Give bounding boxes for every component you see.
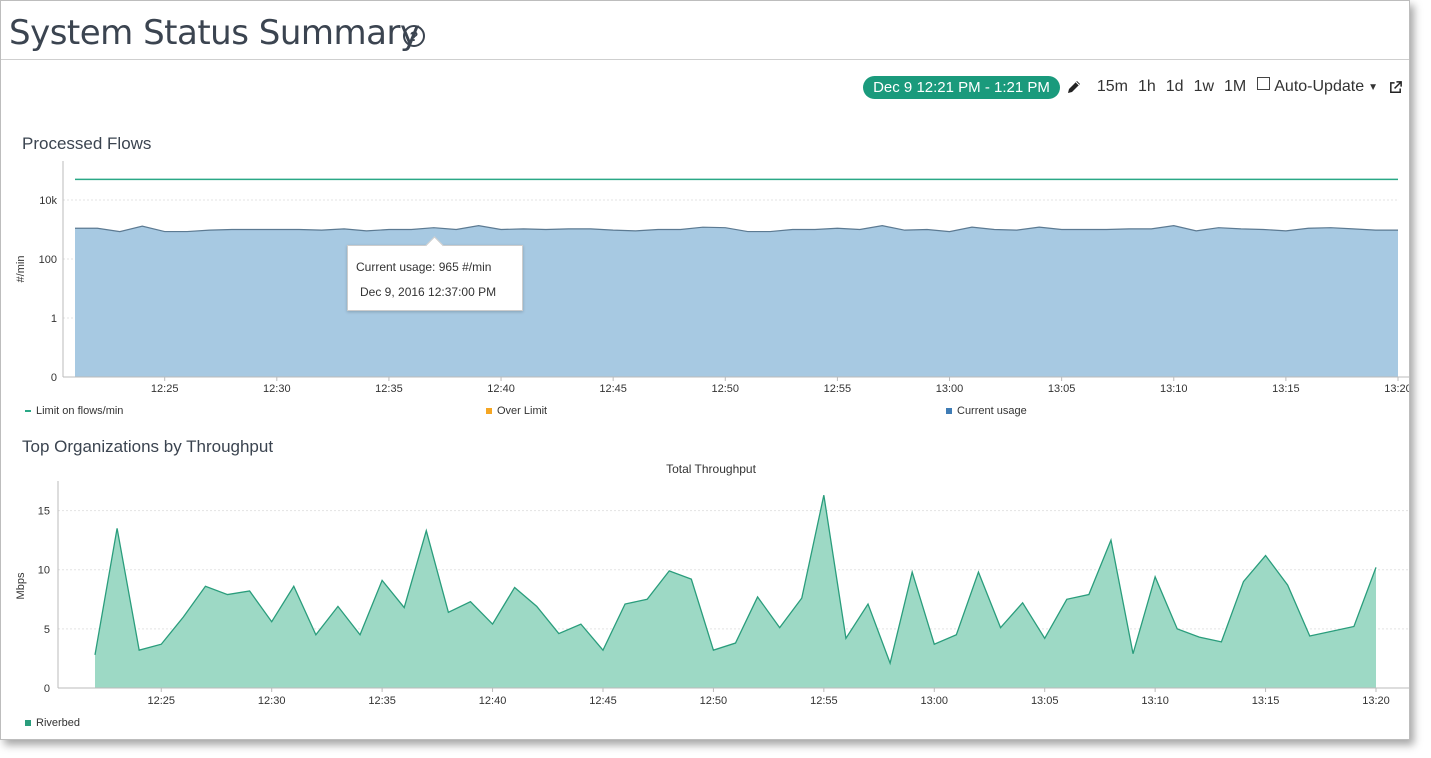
x-tick-label: 12:35	[368, 695, 396, 707]
y-tick-label: 100	[39, 254, 57, 266]
range-1w[interactable]: 1w	[1193, 78, 1215, 95]
x-tick-label: 13:00	[936, 383, 964, 395]
auto-update-checkbox[interactable]	[1257, 76, 1271, 90]
external-link-icon[interactable]	[1388, 80, 1403, 95]
riverbed-swatch-icon	[25, 720, 31, 726]
range-1m[interactable]: 1M	[1224, 78, 1247, 95]
tooltip-usage-line: Current usage: 965 #/min	[356, 260, 491, 274]
x-tick-label: 12:25	[151, 383, 179, 395]
x-tick-label: 12:25	[147, 695, 175, 707]
x-tick-label: 12:50	[700, 695, 728, 707]
x-tick-label: 12:45	[599, 383, 627, 395]
y-tick-label: 10	[38, 565, 50, 577]
auto-update-label: Auto-Update	[1274, 78, 1365, 95]
legend-current-usage-label: Current usage	[957, 405, 1027, 417]
flows-tooltip: Current usage: 965 #/min Dec 9, 2016 12:…	[347, 245, 523, 311]
range-15m[interactable]: 15m	[1096, 78, 1128, 95]
y-tick-label: 15	[38, 506, 50, 518]
legend-current-usage[interactable]: Current usage	[946, 405, 1027, 417]
x-tick-label: 13:15	[1252, 695, 1280, 707]
over-limit-swatch-icon	[486, 408, 492, 414]
help-icon[interactable]: ?	[403, 25, 425, 47]
x-tick-label: 13:05	[1048, 383, 1076, 395]
y-tick-label: 0	[51, 372, 57, 384]
x-tick-label: 12:30	[258, 695, 286, 707]
pencil-icon[interactable]	[1066, 79, 1082, 95]
x-tick-label: 12:50	[712, 383, 740, 395]
riverbed-area	[95, 495, 1376, 688]
x-tick-label: 12:45	[589, 695, 617, 707]
tooltip-value: 965 #/min	[438, 260, 492, 274]
x-tick-label: 12:55	[824, 383, 852, 395]
tooltip-date: Dec 9, 2016 12:37:00 PM	[360, 285, 497, 299]
x-tick-label: 13:20	[1384, 383, 1409, 395]
time-toolbar: Dec 9 12:21 PM - 1:21 PM 15m 1h 1d 1w 1M…	[863, 73, 1403, 101]
processed-flows-chart: 0 1 100 10k #/min 12:25 12:30 12:35 12:40 12:45 12…	[15, 161, 1409, 395]
x-tick-label: 12:40	[487, 383, 515, 395]
current-usage-swatch-icon	[946, 408, 952, 414]
y-axis-label: #/min	[15, 256, 27, 283]
x-tick-label: 13:20	[1362, 695, 1390, 707]
auto-update-dropdown[interactable]: Auto-Update ▼	[1257, 76, 1378, 96]
x-tick-label: 12:35	[375, 383, 403, 395]
legend-limit[interactable]: Limit on flows/min	[25, 405, 123, 417]
y-tick-label: 0	[44, 683, 50, 695]
throughput-chart-title: Total Throughput	[666, 462, 756, 476]
legend-over-limit[interactable]: Over Limit	[486, 405, 547, 417]
riverbed-line	[94, 495, 1377, 666]
throughput-chart: 0 5 10 15 Mbps 12:25 12:30 12:35 12:40 12:45 12:50…	[15, 481, 1409, 707]
x-tick-label: 12:55	[810, 695, 838, 707]
current-usage-area	[75, 225, 1398, 377]
page-title: System Status Summary	[9, 13, 420, 53]
x-tick-label: 13:10	[1160, 383, 1188, 395]
time-range-button[interactable]: Dec 9 12:21 PM - 1:21 PM	[863, 75, 1060, 99]
x-tick-label: 12:30	[263, 383, 291, 395]
range-1d[interactable]: 1d	[1165, 78, 1184, 95]
legend-riverbed-label: Riverbed	[36, 717, 81, 729]
x-tick-label: 13:10	[1141, 695, 1169, 707]
tooltip-label: Current usage:	[356, 260, 436, 274]
app-window: System Status Summary ? Dec 9 12:21 PM -…	[0, 0, 1410, 740]
processed-flows-title: Processed Flows	[22, 134, 152, 153]
y-axis-label: Mbps	[15, 572, 27, 599]
x-tick-label: 13:00	[921, 695, 949, 707]
legend-over-limit-label: Over Limit	[497, 405, 548, 417]
x-tick-label: 12:40	[479, 695, 507, 707]
range-1h[interactable]: 1h	[1137, 78, 1156, 95]
current-usage-line	[75, 225, 1398, 233]
caret-down-icon: ▼	[1368, 81, 1378, 93]
top-orgs-title: Top Organizations by Throughput	[22, 437, 274, 456]
y-tick-label: 5	[44, 624, 50, 636]
legend-riverbed[interactable]: Riverbed	[25, 717, 80, 729]
page-header: System Status Summary ?	[1, 1, 1409, 60]
x-tick-label: 13:05	[1031, 695, 1059, 707]
x-tick-label: 13:15	[1272, 383, 1300, 395]
y-tick-label: 10k	[39, 195, 57, 207]
y-tick-label: 1	[51, 313, 57, 325]
legend-limit-label: Limit on flows/min	[36, 405, 124, 417]
limit-swatch-icon	[25, 410, 31, 412]
